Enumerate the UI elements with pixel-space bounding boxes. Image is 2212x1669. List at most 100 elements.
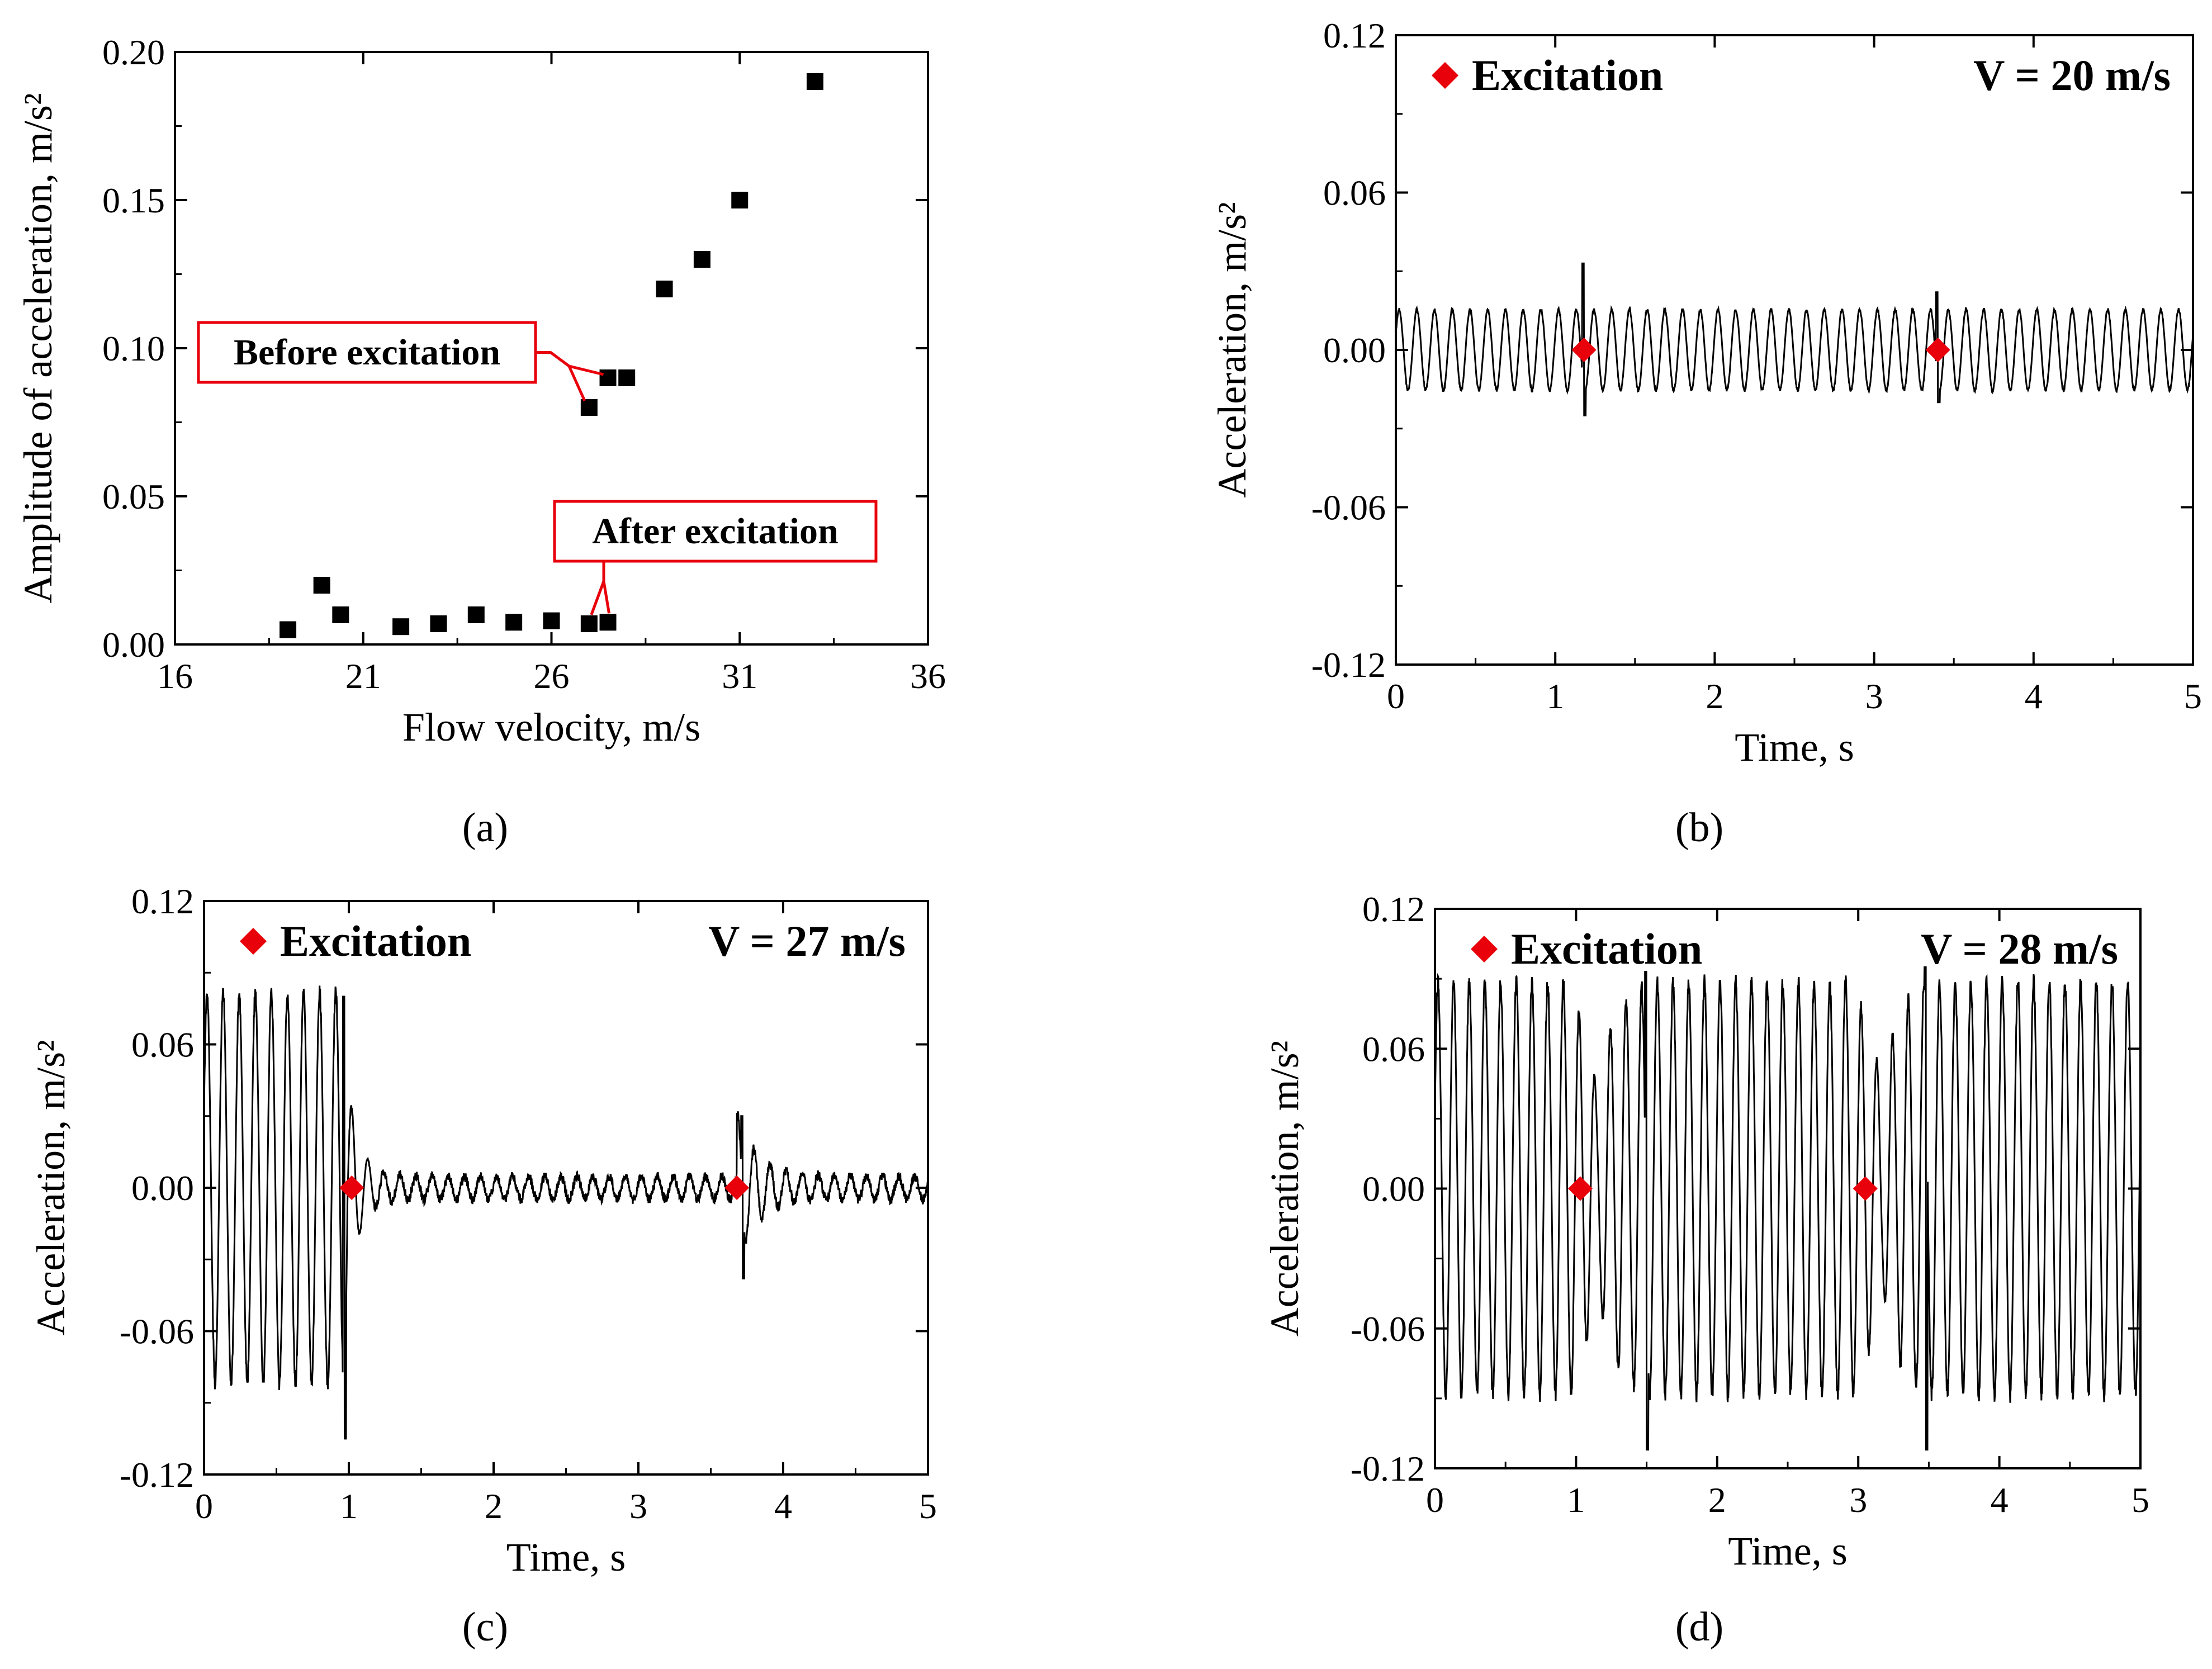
y-tick-label: 0.06 (1323, 173, 1386, 213)
data-point-square (313, 577, 330, 594)
x-tick-label: 16 (157, 656, 193, 696)
y-tick-label: 0.00 (131, 1168, 194, 1208)
y-tick-label: -0.12 (1311, 645, 1386, 685)
x-tick-label: 3 (1849, 1480, 1867, 1520)
x-tick-label: 5 (2132, 1480, 2149, 1520)
data-point-square (599, 614, 617, 631)
x-tick-label: 1 (1567, 1480, 1585, 1520)
y-tick-label: 0.06 (131, 1025, 194, 1065)
panel-label: (b) (1675, 805, 1723, 851)
x-tick-label: 1 (340, 1486, 358, 1526)
x-tick-label: 0 (1426, 1480, 1444, 1520)
y-tick-label: 0.06 (1362, 1029, 1425, 1069)
y-tick-label: 0.05 (102, 477, 165, 516)
excitation-marker (724, 1175, 750, 1200)
y-tick-label: 0.15 (102, 181, 165, 220)
x-axis-title: Time, s (1735, 725, 1854, 770)
data-point-square (618, 369, 636, 386)
legend-excitation-label: Excitation (280, 917, 471, 965)
legend-excitation-label: Excitation (1472, 51, 1663, 99)
y-tick-label: 0.10 (102, 329, 165, 368)
velocity-label: V = 27 m/s (708, 917, 906, 965)
data-point-square (280, 621, 297, 638)
data-point-square (505, 614, 523, 631)
y-tick-label: 0.12 (1323, 16, 1386, 55)
x-tick-label: 36 (910, 656, 946, 696)
x-tick-label: 5 (2184, 676, 2202, 716)
data-point-square (580, 399, 598, 416)
y-tick-label: -0.06 (120, 1312, 194, 1352)
excitation-marker (1853, 1176, 1878, 1201)
excitation-marker (1925, 338, 1950, 362)
data-point-square (467, 606, 485, 623)
signal-line (1395, 262, 2194, 416)
x-tick-label: 4 (774, 1486, 792, 1526)
annotation-leader-after (590, 581, 605, 615)
x-tick-label: 5 (919, 1486, 937, 1526)
data-point-square (332, 606, 349, 623)
y-tick-label: 0.20 (102, 32, 165, 72)
x-tick-label: 4 (1991, 1480, 2009, 1520)
excitation-marker (1571, 338, 1597, 362)
x-tick-label: 2 (1708, 1480, 1726, 1520)
annotation-box-before (197, 321, 537, 384)
y-axis-title: Acceleration, m/s² (1210, 202, 1254, 497)
y-tick-label: 0.00 (1323, 330, 1386, 370)
excitation-marker (339, 1175, 364, 1200)
y-axis-title: Acceleration, m/s² (29, 1040, 73, 1335)
x-tick-label: 4 (2025, 676, 2043, 716)
x-axis-title: Flow velocity, m/s (402, 705, 700, 750)
data-point-square (392, 618, 410, 636)
panel-a: 16 21 26 31 36 0.00 0.05 0.10 0.15 0.20 Flow veloc… (16, 32, 946, 851)
annotation-leader-before (567, 365, 586, 402)
data-point-square (731, 192, 749, 208)
legend-excitation-marker (1432, 62, 1458, 89)
y-tick-label: 0.12 (131, 881, 194, 921)
legend-excitation-marker (1471, 936, 1498, 962)
panel-label: (a) (462, 805, 508, 851)
signal-line (203, 985, 929, 1440)
y-tick-label: 0.00 (102, 625, 165, 665)
legend-excitation-label: Excitation (1511, 924, 1702, 973)
data-point-square (806, 73, 823, 90)
x-tick-label: 2 (1706, 676, 1723, 716)
y-tick-label: 0.12 (1362, 889, 1425, 929)
annotation-leader-before (536, 351, 570, 368)
panel-d: 0 1 2 3 4 5 -0.12 -0.06 0.00 0.06 0.12 Time, s Accel… (1262, 889, 2149, 1650)
y-axis-title: Amplitude of acceleration, m/s² (16, 93, 60, 603)
annotation-before-excitation: Before excitation (234, 332, 500, 373)
x-axis-title: Time, s (506, 1535, 626, 1580)
y-tick-label: -0.06 (1311, 488, 1386, 528)
annotation-leader-before (569, 364, 604, 376)
x-tick-label: 0 (195, 1486, 213, 1526)
data-point-square (580, 615, 598, 632)
data-point-square (693, 251, 711, 268)
panel-c: 0 1 2 3 4 5 -0.12 -0.06 0.00 0.06 0.12 Time, s Accel… (29, 881, 937, 1650)
x-axis-title: Time, s (1728, 1529, 1847, 1573)
plot-frame (1395, 34, 2194, 666)
data-point-square (656, 281, 673, 297)
panel-b: 0 1 2 3 4 5 -0.12 -0.06 0.00 0.06 0.12 Time, s Accel… (1210, 16, 2202, 851)
y-tick-label: -0.12 (1351, 1449, 1425, 1488)
x-tick-label: 0 (1387, 676, 1405, 716)
velocity-label: V = 28 m/s (1921, 924, 2118, 973)
x-tick-label: 31 (722, 656, 757, 696)
excitation-marker (1567, 1176, 1593, 1201)
y-tick-label: -0.06 (1351, 1309, 1425, 1349)
signal-line (1434, 966, 2142, 1451)
x-tick-label: 21 (345, 656, 381, 696)
panel-label: (c) (462, 1604, 508, 1650)
y-tick-label: 0.00 (1362, 1169, 1425, 1209)
legend-excitation-marker (240, 928, 267, 955)
x-tick-label: 3 (629, 1486, 647, 1526)
y-tick-label: -0.12 (120, 1455, 194, 1495)
annotation-box-after (553, 500, 878, 563)
x-tick-label: 2 (485, 1486, 503, 1526)
data-point-square (430, 615, 447, 632)
data-point-square (599, 369, 617, 386)
annotation-leader-after (602, 581, 610, 614)
panel-label: (d) (1675, 1604, 1723, 1650)
x-tick-label: 1 (1546, 676, 1564, 716)
data-point-square (543, 612, 560, 629)
